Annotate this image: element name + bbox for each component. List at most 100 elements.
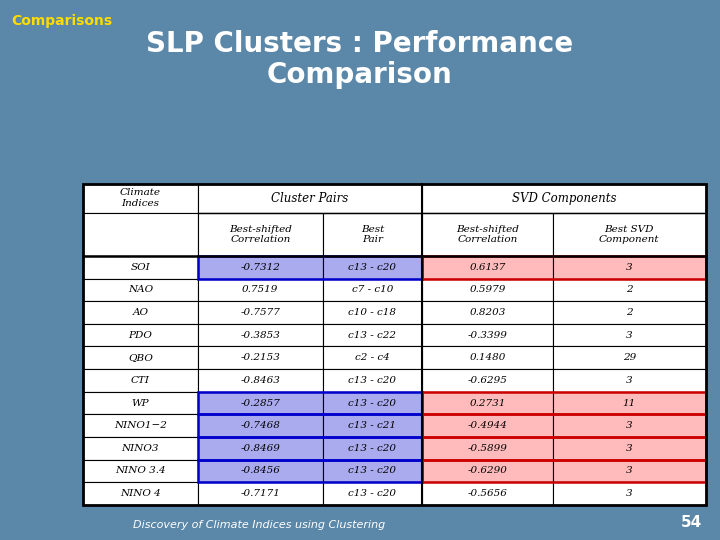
Text: c13 - c20: c13 - c20 xyxy=(348,263,397,272)
Bar xyxy=(422,347,553,369)
Bar xyxy=(323,347,422,369)
Bar xyxy=(422,392,706,414)
Bar xyxy=(422,460,553,482)
Text: 3: 3 xyxy=(626,421,633,430)
Bar xyxy=(198,347,323,369)
Text: 3: 3 xyxy=(626,376,633,385)
Bar xyxy=(553,369,706,392)
Bar xyxy=(422,392,553,414)
Bar xyxy=(83,460,198,482)
Text: 0.7519: 0.7519 xyxy=(242,285,279,294)
Text: -0.7468: -0.7468 xyxy=(240,421,280,430)
Text: c13 - c20: c13 - c20 xyxy=(348,376,397,385)
Bar xyxy=(83,279,198,301)
Bar xyxy=(553,279,706,301)
Bar xyxy=(553,213,706,256)
Text: -0.7312: -0.7312 xyxy=(240,263,280,272)
Bar xyxy=(422,369,553,392)
Text: c7 - c10: c7 - c10 xyxy=(351,285,393,294)
Text: 29: 29 xyxy=(623,353,636,362)
Bar xyxy=(198,256,323,279)
Text: -0.6290: -0.6290 xyxy=(468,467,508,475)
Bar xyxy=(198,279,323,301)
Text: NINO 3.4: NINO 3.4 xyxy=(115,467,166,475)
Text: 2: 2 xyxy=(626,285,633,294)
Text: 0.6137: 0.6137 xyxy=(469,263,506,272)
Text: c10 - c18: c10 - c18 xyxy=(348,308,397,317)
Bar xyxy=(198,437,422,460)
Bar xyxy=(422,482,553,505)
Bar xyxy=(553,460,706,482)
Text: Cluster Pairs: Cluster Pairs xyxy=(271,192,348,205)
Bar xyxy=(198,460,323,482)
Bar xyxy=(198,414,323,437)
Bar xyxy=(198,324,323,347)
Text: 0.1480: 0.1480 xyxy=(469,353,506,362)
Text: CTI: CTI xyxy=(131,376,150,385)
Bar xyxy=(553,256,706,279)
Text: WP: WP xyxy=(132,399,149,408)
Text: -0.5899: -0.5899 xyxy=(468,444,508,453)
Bar xyxy=(323,256,422,279)
Bar xyxy=(553,324,706,347)
Text: 54: 54 xyxy=(680,515,702,530)
Text: Climate
Indices: Climate Indices xyxy=(120,188,161,208)
Text: 0.2731: 0.2731 xyxy=(469,399,506,408)
Bar xyxy=(323,392,422,414)
Text: -0.8456: -0.8456 xyxy=(240,467,280,475)
Text: 3: 3 xyxy=(626,263,633,272)
Bar xyxy=(83,414,198,437)
Bar xyxy=(198,213,323,256)
Text: NINO3: NINO3 xyxy=(122,444,159,453)
Text: -0.3399: -0.3399 xyxy=(468,330,508,340)
Bar xyxy=(422,301,553,324)
Bar xyxy=(422,213,553,256)
Text: -0.4944: -0.4944 xyxy=(468,421,508,430)
Bar xyxy=(198,392,422,414)
Text: c13 - c20: c13 - c20 xyxy=(348,489,397,498)
Bar xyxy=(422,437,553,460)
Text: 3: 3 xyxy=(626,467,633,475)
Bar xyxy=(553,347,706,369)
Bar xyxy=(83,184,198,213)
Bar xyxy=(323,369,422,392)
Text: -0.7577: -0.7577 xyxy=(240,308,280,317)
Bar xyxy=(422,324,553,347)
Text: AO: AO xyxy=(132,308,148,317)
Bar xyxy=(323,414,422,437)
Bar xyxy=(198,301,323,324)
Text: c13 - c22: c13 - c22 xyxy=(348,330,397,340)
Bar xyxy=(323,460,422,482)
Text: c13 - c20: c13 - c20 xyxy=(348,467,397,475)
Text: -0.6295: -0.6295 xyxy=(468,376,508,385)
Text: -0.8463: -0.8463 xyxy=(240,376,280,385)
Text: -0.3853: -0.3853 xyxy=(240,330,280,340)
Text: c13 - c20: c13 - c20 xyxy=(348,444,397,453)
Text: 3: 3 xyxy=(626,330,633,340)
Bar xyxy=(198,369,323,392)
Text: c13 - c20: c13 - c20 xyxy=(348,399,397,408)
Bar xyxy=(83,482,198,505)
Bar xyxy=(323,213,422,256)
Text: Best-shifted
Correlation: Best-shifted Correlation xyxy=(229,225,292,244)
Text: 2: 2 xyxy=(626,308,633,317)
Text: SLP Clusters : Performance
Comparison: SLP Clusters : Performance Comparison xyxy=(146,30,574,89)
Bar xyxy=(422,184,706,213)
Bar xyxy=(553,437,706,460)
Bar xyxy=(198,414,422,437)
Text: 0.5979: 0.5979 xyxy=(469,285,506,294)
Bar xyxy=(83,347,198,369)
Text: -0.2153: -0.2153 xyxy=(240,353,280,362)
Bar xyxy=(83,437,198,460)
Bar xyxy=(422,279,553,301)
Bar xyxy=(553,414,706,437)
Bar xyxy=(83,213,198,256)
Bar xyxy=(198,437,323,460)
Bar xyxy=(323,279,422,301)
Text: 11: 11 xyxy=(623,399,636,408)
Bar xyxy=(83,324,198,347)
Text: -0.8469: -0.8469 xyxy=(240,444,280,453)
Bar xyxy=(323,301,422,324)
Bar xyxy=(198,392,323,414)
Text: SVD Components: SVD Components xyxy=(512,192,616,205)
